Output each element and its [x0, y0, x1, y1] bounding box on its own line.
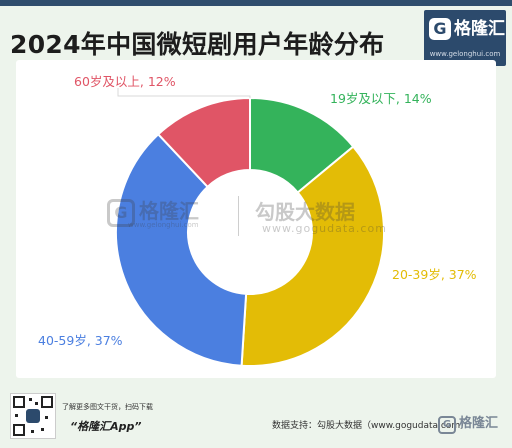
- slice-label-19-and-under: 19岁及以下, 14%: [330, 91, 432, 106]
- watermark-logo-name: 格隆汇: [139, 199, 199, 223]
- footer-logo-name: 格隆汇: [459, 416, 499, 431]
- slice-60-and-over[interactable]: [156, 96, 251, 189]
- leader-line: [117, 88, 251, 98]
- slice-label-60-and-over: 60岁及以上, 12%: [74, 74, 176, 89]
- brand-logo[interactable]: G 格隆汇 www.gelonghui.com: [424, 10, 506, 66]
- watermark-logo-url: www.gelonghui.com: [128, 221, 199, 229]
- slice-40-59[interactable]: [115, 132, 248, 367]
- watermark-divider: [238, 196, 239, 236]
- qr-code[interactable]: [10, 393, 56, 439]
- top-strip: [0, 0, 512, 6]
- footer: 了解更多图文干货，扫码下载 “格隆汇App” 数据支持：勾股大数据（www.go…: [0, 382, 512, 448]
- page-title: 2024年中国微短剧用户年龄分布: [10, 30, 385, 59]
- download-promo-text: 了解更多图文干货，扫码下载: [62, 403, 153, 411]
- slice-20-39[interactable]: [240, 145, 385, 367]
- data-source: 数据支持：勾股大数据（www.gogudata.com）: [272, 421, 470, 431]
- footer-logo-icon: G: [438, 416, 456, 434]
- app-name[interactable]: “格隆汇App”: [70, 420, 142, 433]
- watermark-brand-url: www.gogudata.com: [262, 222, 387, 235]
- brand-logo-icon: G: [429, 18, 451, 40]
- watermark-logo-icon: G: [107, 199, 135, 227]
- brand-logo-name: 格隆汇: [454, 19, 505, 39]
- brand-logo-url: www.gelonghui.com: [429, 50, 501, 58]
- slice-label-40-59: 40-59岁, 37%: [38, 333, 123, 348]
- footer-logo: G 格隆汇: [438, 412, 498, 434]
- watermark-brand: 勾股大数据: [255, 200, 355, 224]
- watermark-logo: G 格隆汇: [107, 195, 199, 227]
- slice-label-20-39: 20-39岁, 37%: [392, 267, 477, 282]
